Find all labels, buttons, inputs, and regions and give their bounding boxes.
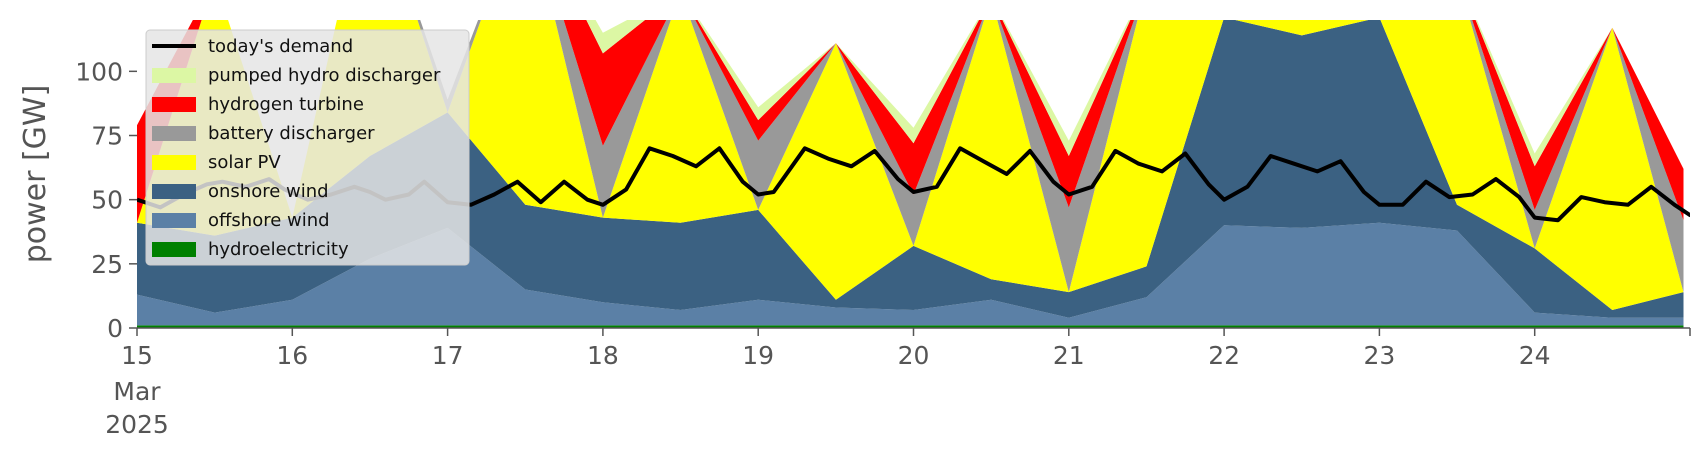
y-tick-label: 25 — [91, 250, 123, 279]
legend-label: hydroelectricity — [208, 239, 349, 260]
y-tick-label: 0 — [107, 314, 123, 343]
legend-label: onshore wind — [208, 181, 329, 202]
x-tick-label: 22 — [1208, 341, 1240, 370]
x-tick-label: 16 — [276, 341, 308, 370]
legend-swatch — [152, 68, 196, 83]
x-tick-label: 21 — [1053, 341, 1085, 370]
legend-label: pumped hydro discharger — [208, 65, 441, 86]
x-tick-label: 15 — [121, 341, 153, 370]
legend-swatch — [152, 126, 196, 141]
x-tick-label: 19 — [742, 341, 774, 370]
x-tick-label: 23 — [1363, 341, 1395, 370]
legend-swatch — [152, 242, 196, 257]
x-tick-sublabel: 2025 — [105, 410, 169, 439]
legend-label: offshore wind — [208, 210, 330, 231]
y-tick-label: 50 — [91, 186, 123, 215]
legend-swatch — [152, 213, 196, 228]
legend-swatch — [152, 155, 196, 170]
legend: today's demand pumped hydro discharger hyd… — [145, 29, 470, 266]
x-tick-label: 24 — [1519, 341, 1551, 370]
y-axis-label: power [GW] — [18, 85, 53, 264]
y-axis-ticks: 0 25 50 75 100 — [75, 57, 137, 343]
legend-label: today's demand — [208, 36, 353, 57]
area-solar-pv — [137, 20, 1684, 310]
legend-swatch — [152, 97, 196, 112]
area-hydrogen-turbine — [137, 20, 1684, 223]
x-tick-label: 18 — [587, 341, 619, 370]
legend-label: solar PV — [208, 152, 281, 173]
area-onshore-wind — [137, 20, 1684, 318]
x-tick-label: 20 — [898, 341, 930, 370]
area-offshore-wind — [137, 222, 1684, 326]
y-tick-label: 100 — [75, 57, 123, 86]
legend-items: today's demand pumped hydro discharger hyd… — [152, 36, 441, 260]
legend-label: battery discharger — [208, 123, 375, 144]
legend-box — [145, 29, 470, 266]
legend-label: hydrogen turbine — [208, 94, 364, 115]
x-axis-ticks: 15 16 17 18 19 20 21 22 23 24 Mar 2025 — [105, 328, 1691, 439]
y-tick-label: 75 — [91, 122, 123, 151]
x-tick-label: 17 — [432, 341, 464, 370]
legend-swatch — [152, 184, 196, 199]
axes: 0 25 50 75 100 15 16 17 18 19 20 21 22 23 24 Mar 2025 p… — [18, 57, 1691, 439]
x-tick-sublabel: Mar — [113, 377, 161, 406]
